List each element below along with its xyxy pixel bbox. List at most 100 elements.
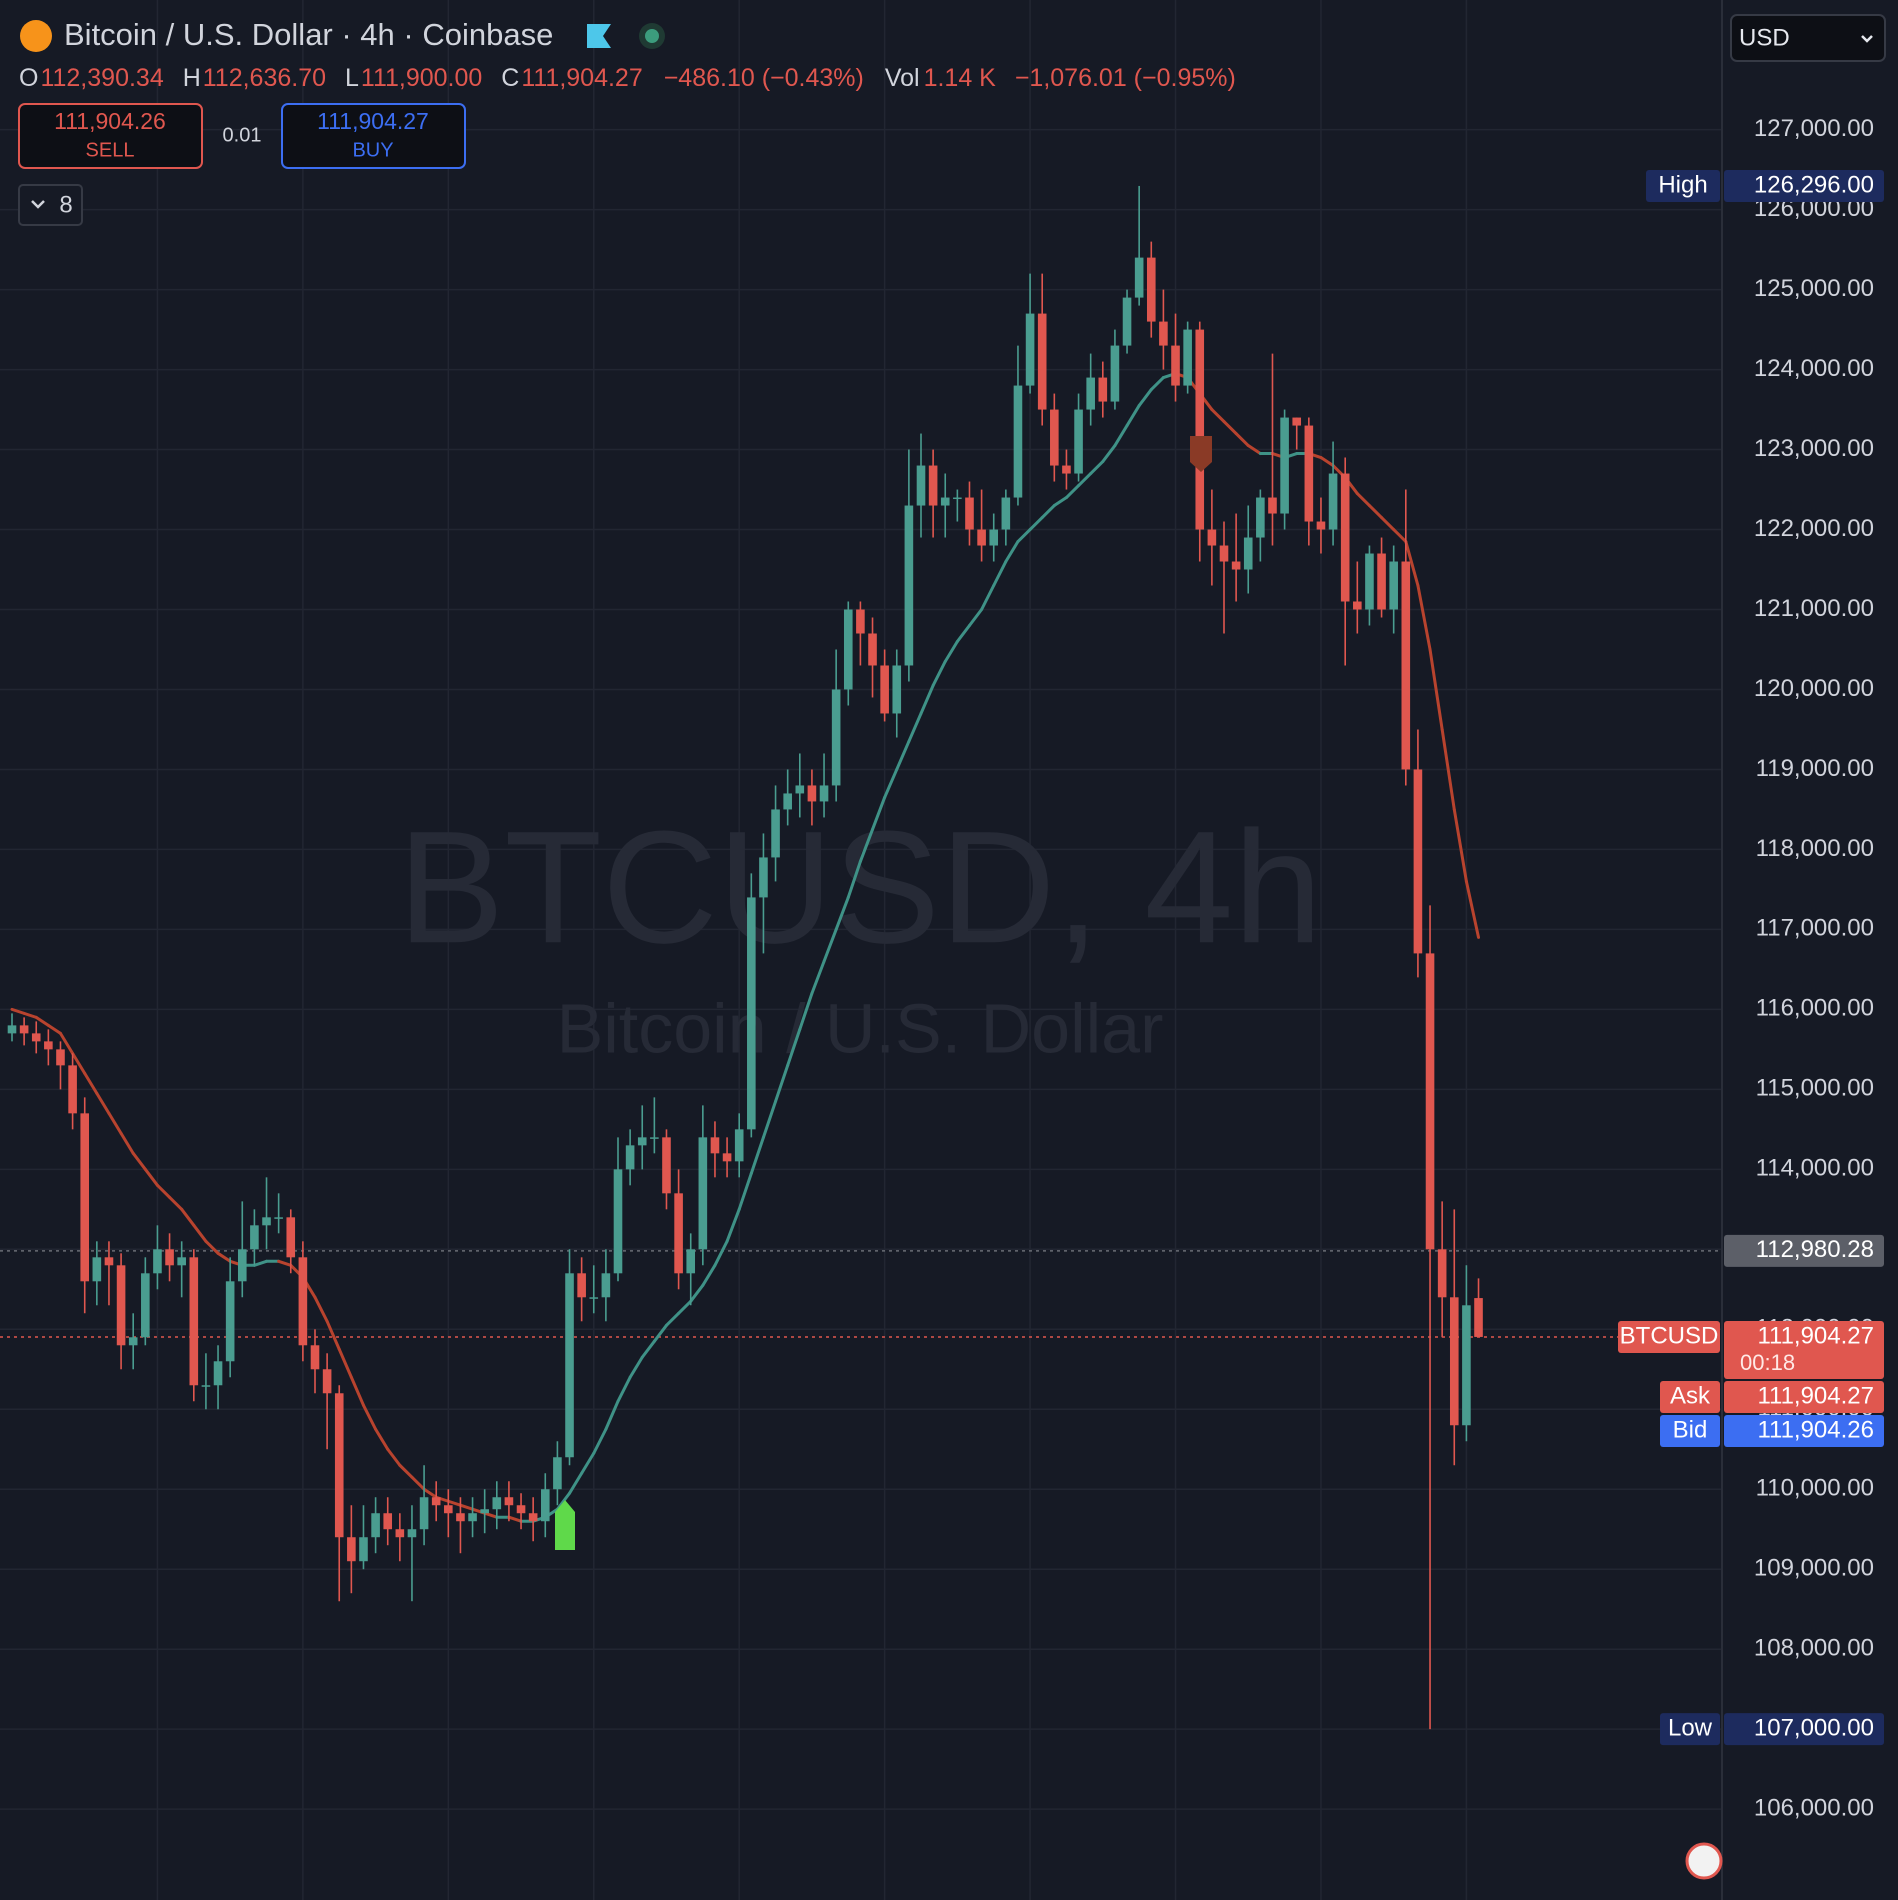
candle-body [1425, 953, 1435, 1250]
ma-segment [604, 1399, 620, 1431]
candle-body [650, 1137, 659, 1139]
chevron[interactable] [31, 200, 45, 209]
ma-segment [664, 1311, 681, 1327]
ma-segment [1137, 388, 1153, 408]
candle-body [674, 1193, 683, 1274]
price-tag-value: 111,904.27 [1757, 1382, 1874, 1409]
ma-segment [652, 1323, 668, 1343]
sell-price[interactable]: 111,904.26 [54, 108, 166, 134]
candle-body [819, 785, 829, 802]
price-tag-box [1724, 169, 1884, 202]
candle-body [141, 1273, 150, 1338]
indicators-box[interactable] [18, 184, 83, 226]
buy-price[interactable]: 111,904.27 [317, 108, 429, 134]
ma-segment [155, 1183, 172, 1199]
candle-body [1280, 417, 1289, 514]
candle-body [589, 1297, 599, 1299]
l-value: 111,900.00 [361, 64, 482, 92]
ma-segment [349, 1375, 365, 1407]
currency-chevron[interactable] [1861, 35, 1873, 43]
candle-body [407, 1529, 417, 1538]
ma-segment [1404, 540, 1420, 588]
candle-body [31, 1033, 41, 1042]
ma-segment [1234, 432, 1250, 448]
candle-body [916, 465, 926, 506]
flag-badge [1685, 1842, 1723, 1880]
ma-segment [313, 1295, 329, 1323]
currency[interactable]: USD [1739, 24, 1790, 51]
ma-segment [71, 1051, 87, 1075]
candle-body [419, 1497, 429, 1530]
ma-segment [931, 659, 947, 687]
price-tag-box [1724, 1380, 1884, 1413]
sell-box[interactable] [18, 103, 203, 169]
ma-segment [458, 1503, 475, 1511]
ma-segment [871, 795, 887, 831]
ma-segment [143, 1167, 159, 1187]
ma-segment [1464, 879, 1481, 939]
candle-body [92, 1257, 102, 1282]
ma-segment [1452, 807, 1468, 883]
ma-segment [410, 1475, 426, 1491]
sell-button[interactable]: 111,904.26 SELL [18, 103, 203, 169]
ma-segment [10, 1007, 26, 1015]
candle-body [577, 1273, 586, 1298]
ma-segment [277, 1259, 293, 1267]
ma-segment [907, 711, 923, 743]
candle-body [444, 1505, 453, 1514]
candle-body [44, 1041, 53, 1050]
candle-body [1474, 1298, 1483, 1337]
indicators-toggle[interactable]: 8 [18, 184, 83, 226]
y-tick-label: 109,000.00 [1754, 1555, 1874, 1582]
candle-body [298, 1257, 308, 1346]
ma-segment [107, 1111, 123, 1135]
candle-body [1086, 377, 1095, 410]
ma-segment [1101, 444, 1117, 464]
status-dot [645, 29, 659, 43]
vol-value: 1.14 K [924, 64, 997, 92]
candle-body [1243, 537, 1253, 570]
candle-body [262, 1217, 271, 1226]
candle-body [80, 1113, 90, 1282]
ma-segment [919, 683, 935, 715]
ma-segment [568, 1471, 584, 1495]
buy-box[interactable] [281, 103, 466, 169]
candle-body [7, 1025, 17, 1034]
currency-select[interactable]: USD [1730, 14, 1886, 62]
buy-label[interactable]: BUY [352, 139, 393, 161]
indicators-count[interactable]: 8 [59, 191, 72, 218]
ma-segment [507, 1515, 523, 1523]
candle-body [1304, 425, 1314, 522]
ma-segment [1319, 456, 1335, 468]
candle-body [177, 1257, 186, 1266]
symbol-title: Bitcoin / U.S. Dollar · 4h · Coinbase [64, 17, 553, 52]
y-tick-label: 122,000.00 [1754, 515, 1874, 542]
ma-segment [1077, 472, 1093, 488]
candle-body [504, 1497, 514, 1506]
ma-segment [83, 1071, 99, 1095]
candle-body [1062, 465, 1071, 474]
sell-label[interactable]: SELL [86, 139, 135, 161]
candle-body [1256, 497, 1265, 538]
candle-body [1389, 561, 1398, 610]
buy-button[interactable]: 111,904.27 BUY [281, 103, 466, 169]
candle-body [19, 1025, 29, 1034]
ma-segment [761, 1099, 778, 1139]
candle-body [747, 897, 756, 1130]
price-tag-value: 126,296.00 [1754, 171, 1874, 198]
ma-segment [1113, 424, 1129, 448]
y-tick-label: 117,000.00 [1756, 915, 1874, 942]
ma-segment [422, 1487, 438, 1499]
watermark: BTCUSD, 4h [398, 797, 1323, 976]
currency-box[interactable] [1730, 14, 1886, 62]
candle-body [904, 505, 914, 666]
candle-body [953, 497, 962, 500]
buy-signal [555, 1500, 575, 1550]
ma-segment [967, 608, 984, 627]
y-tick-label: 110,000.00 [1756, 1475, 1874, 1502]
ma-segment [22, 1011, 38, 1019]
ma-segment [616, 1375, 632, 1403]
candle-body [1050, 409, 1059, 466]
y-tick-label: 123,000.00 [1754, 435, 1874, 462]
price-tag-box [1724, 1414, 1884, 1447]
